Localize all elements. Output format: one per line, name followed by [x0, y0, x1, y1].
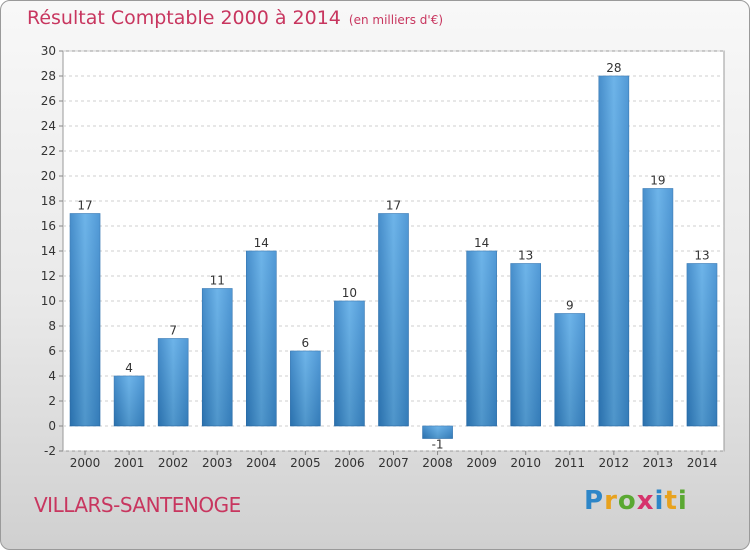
- x-tick-label: 2012: [599, 456, 630, 470]
- bar-shade: [422, 426, 453, 439]
- logo-letter: x: [636, 486, 655, 516]
- y-tick-label: 16: [41, 219, 56, 233]
- data-label: 17: [386, 199, 401, 213]
- data-label: 7: [169, 324, 177, 338]
- bar-shade: [598, 76, 629, 426]
- x-tick-label: 2003: [202, 456, 233, 470]
- proxiti-logo: Proxiti: [584, 486, 688, 516]
- x-tick-label: 2014: [687, 456, 718, 470]
- data-label: 13: [694, 249, 709, 263]
- x-tick-label: 2000: [70, 456, 101, 470]
- data-label: 14: [254, 236, 269, 250]
- bar-shade: [466, 251, 497, 426]
- data-label: 28: [606, 61, 621, 75]
- y-tick-label: 24: [41, 119, 56, 133]
- bar-shade: [642, 188, 673, 426]
- bar-shade: [378, 213, 409, 426]
- chart-title: Résultat Comptable 2000 à 2014: [27, 7, 341, 29]
- data-label: 19: [650, 174, 665, 188]
- y-tick-label: 0: [48, 419, 56, 433]
- y-tick-label: -2: [44, 444, 56, 458]
- y-tick-label: 28: [41, 69, 56, 83]
- logo-letter: t: [664, 486, 678, 516]
- bar-shade: [202, 288, 233, 426]
- bar-shade: [290, 351, 321, 426]
- data-label: 11: [210, 274, 225, 288]
- data-label: 4: [125, 361, 133, 375]
- x-tick-label: 2010: [510, 456, 541, 470]
- commune-name: VILLARS-SANTENOGE: [34, 493, 241, 517]
- x-tick-label: 2008: [422, 456, 453, 470]
- x-tick-label: 2013: [643, 456, 674, 470]
- labels-layer: -202468101214161820222426283017200042001…: [41, 44, 718, 470]
- y-tick-label: 12: [41, 269, 56, 283]
- data-label: 6: [302, 336, 310, 350]
- y-tick-label: 22: [41, 144, 56, 158]
- y-tick-label: 4: [48, 369, 56, 383]
- chart-title-block: Résultat Comptable 2000 à 2014 (en millie…: [27, 7, 443, 29]
- data-label: 9: [566, 299, 574, 313]
- data-label: 17: [77, 199, 92, 213]
- y-tick-label: 6: [48, 344, 56, 358]
- bar-shade: [510, 263, 541, 426]
- x-tick-label: 2001: [114, 456, 145, 470]
- bar-shade: [158, 338, 189, 426]
- x-tick-label: 2007: [378, 456, 409, 470]
- bar-shade: [686, 263, 717, 426]
- data-label: 14: [474, 236, 489, 250]
- chart-subtitle: (en milliers d'€): [348, 13, 444, 27]
- x-tick-label: 2002: [158, 456, 189, 470]
- bar-shade: [70, 213, 101, 426]
- bar-shade: [554, 313, 585, 426]
- y-tick-label: 8: [48, 319, 56, 333]
- data-label: 13: [518, 249, 533, 263]
- y-tick-label: 30: [41, 44, 56, 58]
- y-tick-label: 2: [48, 394, 56, 408]
- logo-letter: r: [604, 486, 618, 516]
- logo-letter: o: [617, 486, 637, 516]
- data-label: 10: [342, 286, 357, 300]
- y-tick-label: 14: [41, 244, 56, 258]
- y-tick-label: 10: [41, 294, 56, 308]
- bars-layer: [69, 75, 718, 439]
- x-tick-label: 2009: [466, 456, 497, 470]
- x-tick-label: 2005: [290, 456, 321, 470]
- bar-shade: [114, 376, 145, 426]
- logo-letter: i: [677, 486, 688, 516]
- x-tick-label: 2011: [554, 456, 585, 470]
- data-label: -1: [432, 438, 444, 452]
- bar-shade: [334, 301, 365, 426]
- logo-letter: i: [654, 486, 665, 516]
- bar-shade: [246, 251, 277, 426]
- y-tick-label: 18: [41, 194, 56, 208]
- x-tick-label: 2006: [334, 456, 365, 470]
- y-tick-label: 20: [41, 169, 56, 183]
- logo-letter: P: [584, 486, 605, 516]
- x-tick-label: 2004: [246, 456, 277, 470]
- y-tick-label: 26: [41, 94, 56, 108]
